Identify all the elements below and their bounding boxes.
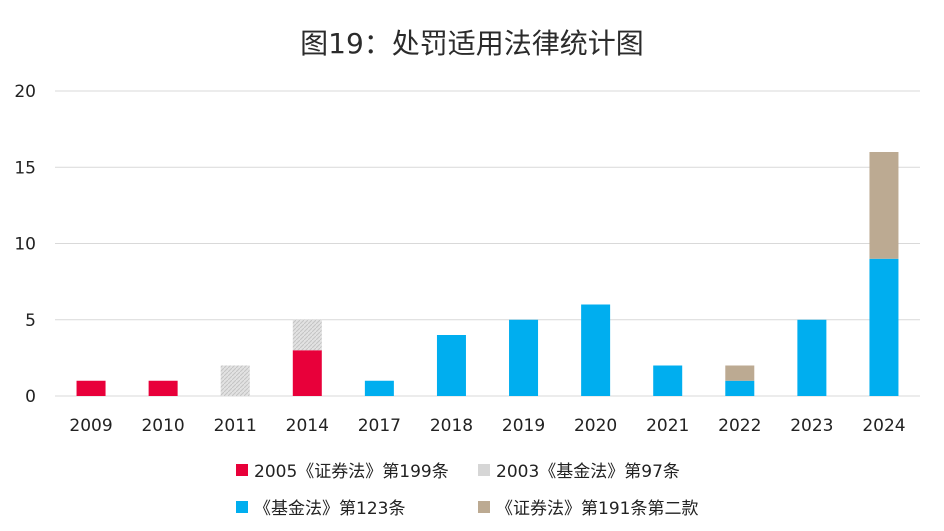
bar-2021-series-2 — [653, 365, 683, 396]
x-tick-label: 2017 — [358, 416, 401, 436]
bar-2022-series-3 — [725, 365, 755, 381]
bar-2014-series-0 — [292, 350, 322, 396]
x-tick-label: 2020 — [574, 416, 617, 436]
x-tick-label: 2009 — [69, 416, 112, 436]
y-tick-label: 20 — [14, 82, 36, 102]
bar-2019-series-2 — [509, 319, 539, 396]
bar-2014-series-1 — [292, 319, 322, 351]
legend-item-2: 《基金法》第123条 — [236, 494, 405, 519]
legend-label-2: 《基金法》第123条 — [254, 499, 406, 519]
bar-2009-series-0 — [76, 380, 106, 396]
x-tick-label: 2023 — [790, 416, 833, 436]
legend-item-1: 2003《基金法》第97条 — [478, 457, 680, 482]
legend-label-1: 2003《基金法》第97条 — [496, 462, 680, 482]
bar-2024-series-2 — [869, 258, 899, 396]
y-tick-label: 10 — [14, 235, 36, 255]
y-tick-label: 5 — [25, 311, 36, 331]
bar-2018-series-2 — [436, 335, 466, 396]
x-tick-label: 2010 — [141, 416, 184, 436]
x-tick-label: 2011 — [214, 416, 257, 436]
legend-item-0: 2005《证券法》第199条 — [236, 457, 449, 482]
bar-2011-series-1 — [220, 365, 250, 396]
chart-title: 图19：处罚适用法律统计图 — [300, 27, 644, 60]
x-tick-label: 2018 — [430, 416, 473, 436]
bar-2024-series-3 — [869, 152, 899, 259]
bar-2023-series-2 — [797, 319, 827, 396]
x-tick-label: 2024 — [862, 416, 905, 436]
legend-item-3: 《证券法》第191条第二款 — [478, 494, 698, 519]
legend-swatch-1 — [478, 463, 490, 476]
legend-swatch-3 — [478, 500, 490, 513]
bar-2020-series-2 — [581, 304, 611, 396]
bar-2022-series-2 — [725, 380, 755, 396]
x-tick-label: 2019 — [502, 416, 545, 436]
x-tick-label: 2014 — [286, 416, 329, 436]
legend-swatch-0 — [236, 463, 248, 476]
x-tick-label: 2022 — [718, 416, 761, 436]
legend-swatch-2 — [236, 500, 248, 513]
legend-label-0: 2005《证券法》第199条 — [254, 462, 449, 482]
bar-2017-series-2 — [364, 380, 394, 396]
x-tick-label: 2021 — [646, 416, 689, 436]
y-tick-label: 15 — [14, 158, 36, 178]
bar-2010-series-0 — [148, 380, 178, 396]
legend-label-3: 《证券法》第191条第二款 — [496, 499, 699, 519]
y-tick-label: 0 — [25, 387, 36, 407]
